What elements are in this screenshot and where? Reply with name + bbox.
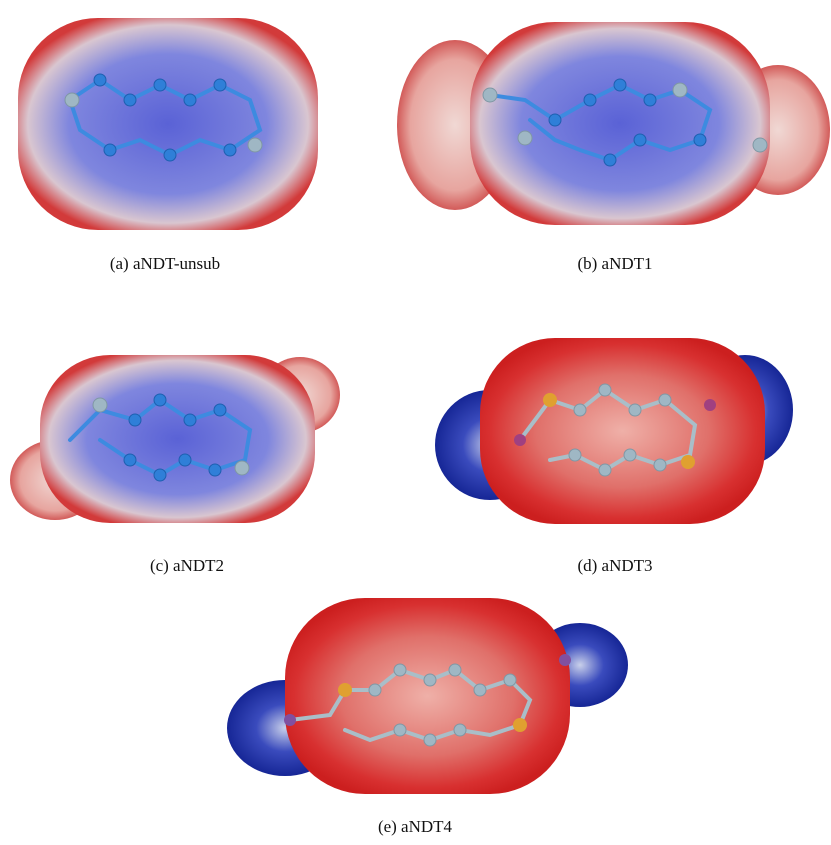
atom (284, 714, 296, 726)
atom (483, 88, 497, 102)
esp-surface (40, 355, 315, 523)
atom (569, 449, 581, 461)
caption: (a) aNDT-unsub (110, 254, 220, 273)
esp-surface (480, 338, 765, 524)
atom (164, 149, 176, 161)
atom (94, 74, 106, 86)
atom (644, 94, 656, 106)
atom (124, 454, 136, 466)
panel-a: (a) aNDT-unsub (18, 18, 318, 273)
atom (338, 683, 352, 697)
atom (394, 724, 406, 736)
atom (704, 399, 716, 411)
caption: (b) aNDT1 (577, 254, 652, 273)
atom (584, 94, 596, 106)
atom (559, 654, 571, 666)
atom (154, 79, 166, 91)
atom (673, 83, 687, 97)
caption: (e) aNDT4 (378, 817, 453, 836)
atom (424, 674, 436, 686)
atom (504, 674, 516, 686)
atom (179, 454, 191, 466)
atom (369, 684, 381, 696)
atom (235, 461, 249, 475)
atom (518, 131, 532, 145)
atom (394, 664, 406, 676)
atom (624, 449, 636, 461)
atom (209, 464, 221, 476)
atom (454, 724, 466, 736)
figure: (a) aNDT-unsub (b) aNDT1 (c) aNDT2 (d) a… (0, 0, 831, 845)
atom (629, 404, 641, 416)
atom (604, 154, 616, 166)
atom (154, 469, 166, 481)
atom (599, 464, 611, 476)
atom (424, 734, 436, 746)
atom (694, 134, 706, 146)
atom (184, 94, 196, 106)
atom (614, 79, 626, 91)
atom (474, 684, 486, 696)
atom (124, 94, 136, 106)
atom (214, 404, 226, 416)
atom (93, 398, 107, 412)
esp-surface (18, 18, 318, 230)
atom (599, 384, 611, 396)
esp-surface (470, 22, 770, 225)
panel-d: (d) aNDT3 (435, 338, 793, 575)
atom (681, 455, 695, 469)
panel-c: (c) aNDT2 (10, 355, 340, 575)
atom (549, 114, 561, 126)
atom (543, 393, 557, 407)
atom (214, 79, 226, 91)
atom (65, 93, 79, 107)
atom (514, 434, 526, 446)
atom (574, 404, 586, 416)
atom (753, 138, 767, 152)
atom (654, 459, 666, 471)
caption: (d) aNDT3 (577, 556, 652, 575)
panel-b: (b) aNDT1 (397, 22, 830, 273)
atom (634, 134, 646, 146)
atom (104, 144, 116, 156)
atom (154, 394, 166, 406)
atom (184, 414, 196, 426)
atom (129, 414, 141, 426)
atom (449, 664, 461, 676)
panel-e: (e) aNDT4 (227, 598, 628, 836)
atom (513, 718, 527, 732)
atom (659, 394, 671, 406)
atom (224, 144, 236, 156)
atom (248, 138, 262, 152)
caption: (c) aNDT2 (150, 556, 224, 575)
